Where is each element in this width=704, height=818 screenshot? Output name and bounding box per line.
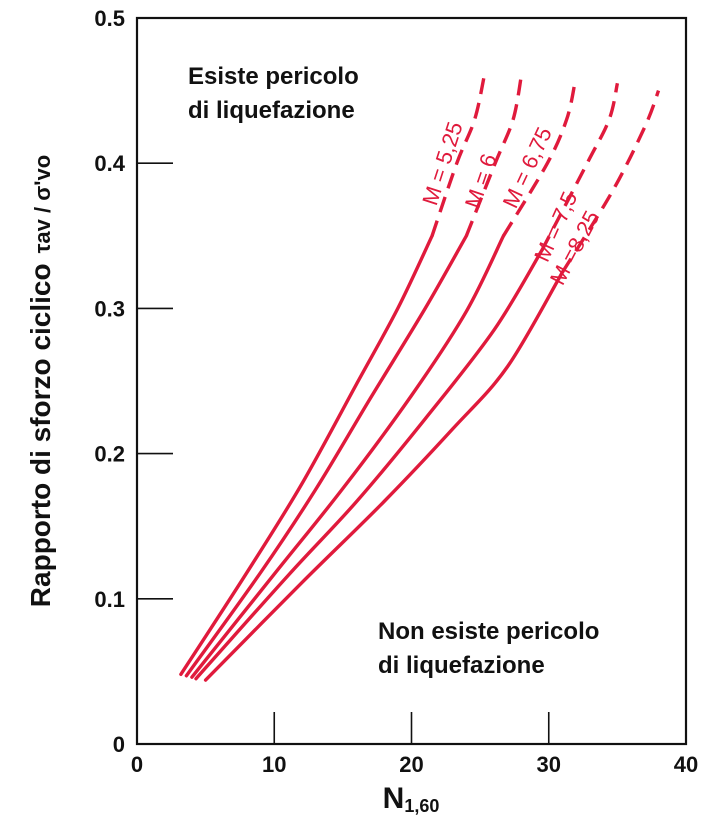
curves	[179, 75, 661, 682]
y-tick-label: 0.4	[94, 151, 125, 176]
x-axis: 0 10 20 30 40	[131, 712, 698, 777]
annotation-lower-line1: Non esiste pericolo	[378, 618, 599, 645]
series-line-solid	[179, 234, 434, 676]
series-label: M = 6	[460, 151, 502, 212]
series-line-dashed	[502, 82, 577, 237]
x-tick-label: 40	[674, 752, 698, 777]
y-axis-title: Rapporto di sforzo ciclicoτav / σ'vo	[25, 155, 56, 607]
y-tick-label: 0.2	[94, 442, 125, 467]
y-tick-label: 0.1	[94, 587, 125, 612]
annotation-lower-line2: di liquefazione	[378, 652, 545, 679]
series-line-dashed	[540, 82, 620, 252]
series-line-solid	[194, 248, 544, 681]
y-tick-label: 0.3	[94, 296, 125, 321]
x-axis-title: N1,60	[383, 782, 440, 816]
series-line-dashed	[464, 75, 523, 237]
annotation-upper-line1: Esiste pericolo	[188, 63, 359, 90]
x-tick-label: 30	[537, 752, 561, 777]
series-line-solid	[190, 234, 506, 679]
x-tick-label: 10	[262, 752, 286, 777]
series-line-solid	[184, 234, 469, 678]
x-tick-label: 0	[131, 752, 143, 777]
x-tick-label: 20	[399, 752, 423, 777]
y-axis: 0 0.1 0.2 0.3 0.4 0.5	[94, 6, 173, 757]
series-line-dashed	[561, 90, 661, 273]
y-tick-label: 0.5	[94, 6, 125, 31]
curve-labels: M = 5,25M = 6M = 6,75M = 7,5M =8,25	[417, 119, 604, 289]
series-line-solid	[203, 270, 565, 682]
y-tick-label: 0	[113, 732, 125, 757]
series-line-dashed	[430, 75, 486, 237]
series-label: M = 5,25	[417, 119, 468, 209]
annotation-upper-line2: di liquefazione	[188, 97, 355, 124]
